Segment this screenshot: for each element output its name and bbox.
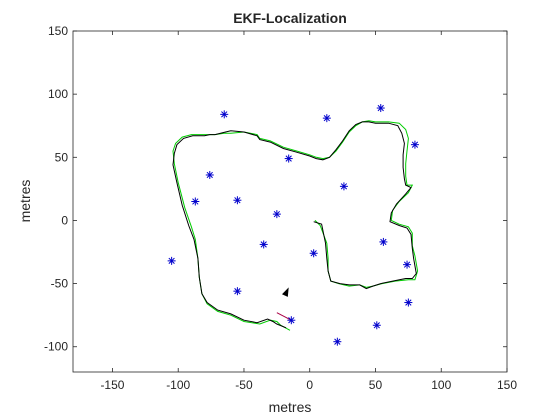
landmark-marker <box>167 256 176 265</box>
landmark-marker <box>272 210 281 219</box>
y-tick-label: 0 <box>61 213 68 227</box>
landmark-marker <box>404 298 413 307</box>
x-axis-label: metres <box>269 399 312 415</box>
landmark-marker <box>205 170 214 179</box>
x-tick-label: 150 <box>497 378 517 392</box>
axis-ticks: -150 -100 -50 0 50 100 150 -100 -50 0 50 100 150 <box>44 24 517 392</box>
landmark-marker <box>191 197 200 206</box>
landmark-marker <box>372 321 381 330</box>
x-tick-label: -50 <box>235 378 253 392</box>
landmark-marker <box>403 260 412 269</box>
landmark-marker <box>410 140 419 149</box>
estimated-path-line <box>172 121 417 329</box>
y-axis-label: metres <box>17 180 33 223</box>
y-tick-label: 100 <box>48 87 68 101</box>
x-tick-label: 0 <box>306 378 313 392</box>
chart-title: EKF-Localization <box>233 10 347 26</box>
landmark-marker <box>322 114 331 123</box>
landmark-marker <box>287 316 296 325</box>
robot-arrow <box>282 287 289 297</box>
landmark-marker <box>333 337 342 346</box>
observation-line <box>276 312 292 321</box>
landmark-marker <box>284 154 293 163</box>
x-tick-label: 100 <box>431 378 451 392</box>
plot-area <box>72 30 508 373</box>
y-tick-label: 50 <box>55 150 69 164</box>
y-tick-label: -100 <box>44 340 68 354</box>
x-tick-label: -100 <box>166 378 190 392</box>
landmark-marker <box>379 237 388 246</box>
landmark-marker <box>259 240 268 249</box>
landmark-marker <box>376 104 385 113</box>
robot-pose <box>282 287 289 297</box>
x-tick-label: -150 <box>100 378 124 392</box>
trajectories <box>172 120 419 331</box>
landmark-marker <box>339 182 348 191</box>
landmark-marker <box>309 249 318 258</box>
x-tick-label: 50 <box>369 378 383 392</box>
y-tick-label: 150 <box>48 24 68 38</box>
landmarks <box>167 104 419 346</box>
true-path-line <box>172 120 419 331</box>
y-tick-label: -50 <box>51 277 69 291</box>
landmark-marker <box>233 287 242 296</box>
landmark-marker <box>233 196 242 205</box>
landmark-marker <box>220 110 229 119</box>
